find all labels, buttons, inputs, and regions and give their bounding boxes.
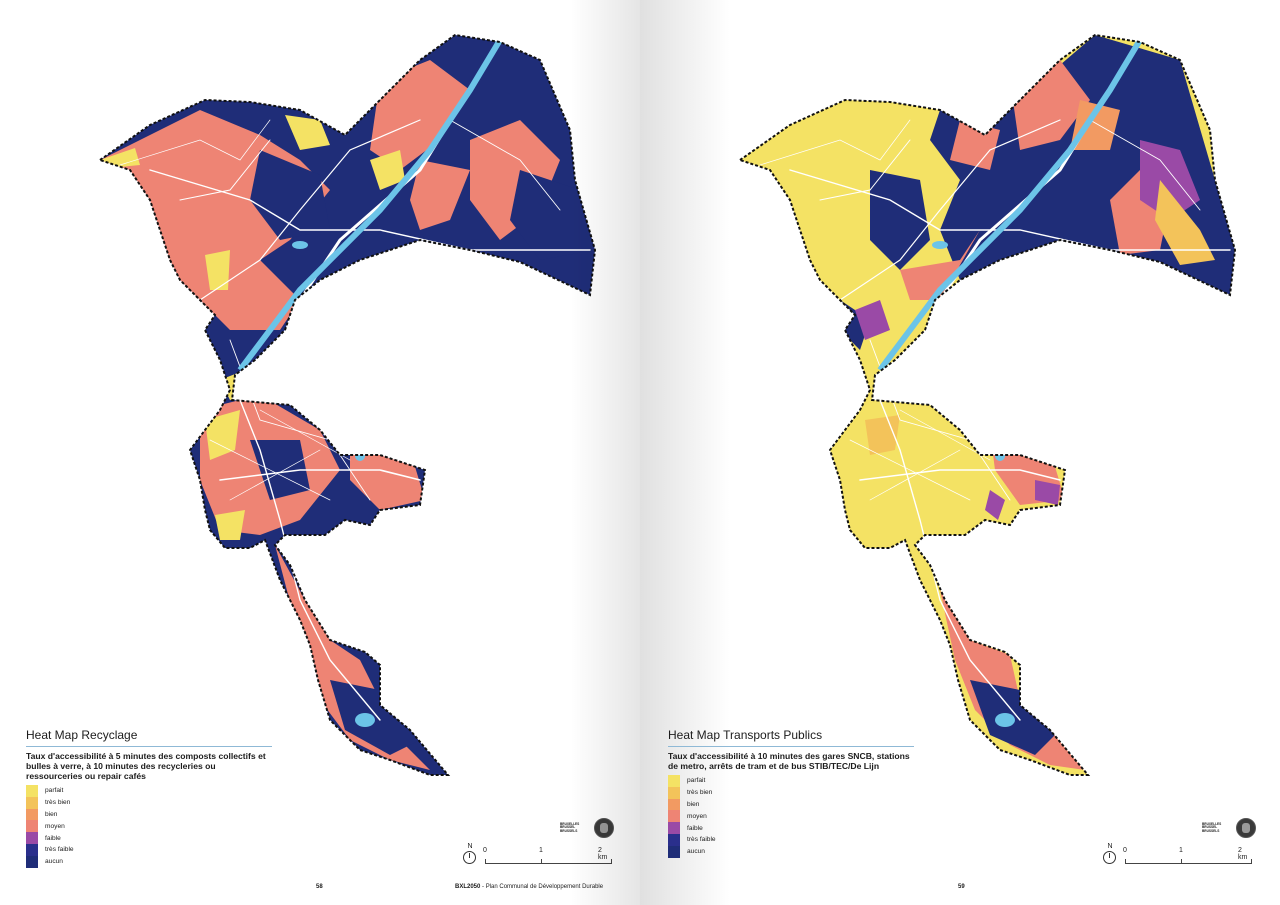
legend-swatch (668, 845, 680, 858)
publication-name: BXL2050 (455, 884, 481, 890)
logos: BRUXELLES BRUSSEL BRUSSELS (1202, 818, 1256, 838)
legend-item: faible (26, 832, 286, 844)
scale-ticks: 0 1 2 km (483, 847, 613, 867)
legend-swatch (26, 832, 38, 844)
scale-ticks: 0 1 2 km (1123, 847, 1253, 867)
legend-item: moyen (26, 820, 286, 833)
legend-swatch (26, 820, 38, 833)
legend-swatch (668, 786, 680, 799)
legend-item: très faible (26, 843, 286, 856)
legend-recyclage: Heat Map Recyclage Taux d'accessibilité … (26, 728, 286, 868)
legend-item: très faible (668, 833, 928, 846)
scale-tick: 1 (539, 847, 543, 854)
legend-swatch (26, 843, 38, 856)
legend-label: parfait (687, 777, 706, 785)
scale-tick: 0 (483, 847, 487, 854)
legend-swatch (668, 822, 680, 834)
legend-swatch (26, 855, 38, 868)
transports-map (739, 34, 1236, 776)
map-description: Taux d'accessibilité à 10 minutes des ga… (668, 751, 910, 771)
legend-label: aucun (45, 858, 63, 866)
north-label: N (1107, 843, 1113, 850)
legend-item: parfait (26, 785, 286, 797)
legend-label: moyen (687, 812, 707, 820)
scale-mid-tick (1181, 859, 1182, 864)
north-arrow-icon (463, 851, 476, 864)
legend-swatch (26, 785, 38, 797)
scale-mid-tick (541, 859, 542, 864)
scale-tick: 2 km (1238, 847, 1248, 861)
scale-tick: 2 km (598, 847, 608, 861)
legend-item: aucun (668, 845, 928, 858)
legend-swatch (26, 796, 38, 809)
legend-label: faible (687, 824, 703, 832)
legend-label: très bien (687, 789, 713, 797)
legend-label: parfait (45, 787, 64, 795)
brussels-logo: BRUXELLES BRUSSEL BRUSSELS (560, 821, 580, 833)
map-title: Heat Map Transports Publics (668, 728, 914, 747)
logos: BRUXELLES BRUSSEL BRUSSELS (560, 818, 614, 838)
city-seal-icon (594, 818, 614, 838)
legend-item: bien (668, 798, 928, 811)
legend-item: bien (26, 808, 286, 821)
publication-subtitle: - Plan Communal de Développement Durable (480, 884, 604, 890)
legend-item: aucun (26, 855, 286, 868)
legend-item: parfait (668, 775, 928, 787)
legend-item: très bien (26, 796, 286, 809)
running-footer: BXL2050 - Plan Communal de Développement… (455, 884, 603, 890)
legend-label: très bien (45, 799, 71, 807)
page-number: 59 (958, 884, 965, 890)
legend-label: aucun (687, 848, 705, 856)
legend-swatch (668, 833, 680, 846)
legend-swatch (668, 810, 680, 823)
scale-line (485, 859, 612, 864)
legend-label: moyen (45, 822, 65, 830)
legend-label: faible (45, 834, 61, 842)
north-arrow-icon (1103, 851, 1116, 864)
recyclage-map (99, 34, 596, 776)
scale-tick: 0 (1123, 847, 1127, 854)
legend-swatch (668, 775, 680, 787)
page-left: Heat Map Recyclage Taux d'accessibilité … (0, 0, 640, 905)
legend-swatch (668, 798, 680, 811)
city-seal-icon (1236, 818, 1256, 838)
map-description: Taux d'accessibilité à 5 minutes des com… (26, 751, 266, 781)
legend-list: parfait très bien bien moyen faible très… (668, 775, 928, 858)
legend-label: bien (45, 810, 58, 818)
page-number: 58 (316, 884, 323, 890)
map-title: Heat Map Recyclage (26, 728, 272, 747)
north-label: N (467, 843, 473, 850)
legend-list: parfait très bien bien moyen faible très… (26, 785, 286, 868)
scale-tick: 1 (1179, 847, 1183, 854)
scale-line (1125, 859, 1252, 864)
legend-transports: Heat Map Transports Publics Taux d'acces… (668, 728, 928, 858)
legend-swatch (26, 808, 38, 821)
legend-label: très faible (45, 846, 74, 854)
legend-item: moyen (668, 810, 928, 823)
legend-item: très bien (668, 786, 928, 799)
brussels-logo: BRUXELLES BRUSSEL BRUSSELS (1202, 821, 1222, 833)
page-right: Heat Map Transports Publics Taux d'acces… (640, 0, 1280, 905)
legend-item: faible (668, 822, 928, 834)
legend-label: bien (687, 800, 700, 808)
legend-label: très faible (687, 836, 716, 844)
